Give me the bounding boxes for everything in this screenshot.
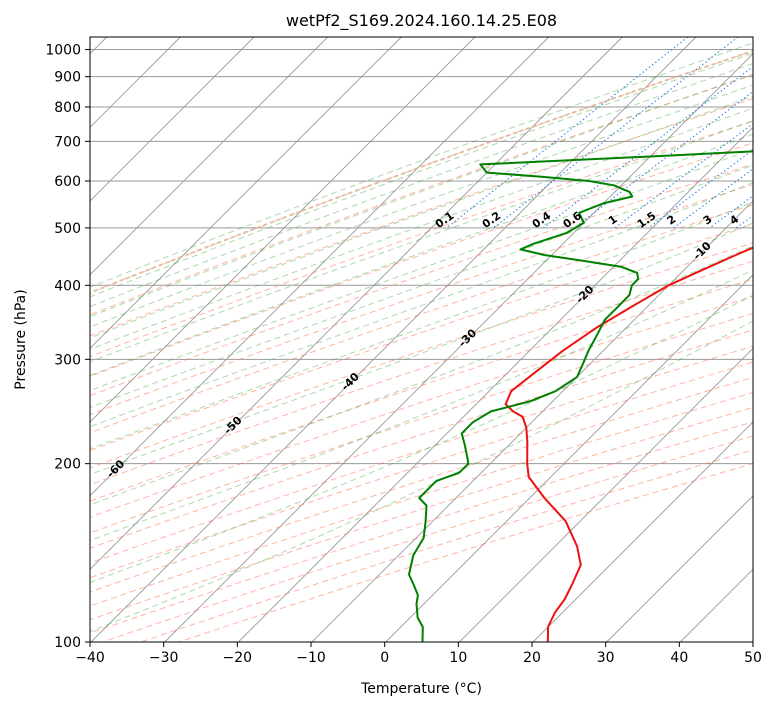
isotherm-line	[90, 37, 329, 276]
x-tick-label: 50	[744, 650, 762, 666]
moist-adiabat	[90, 84, 753, 328]
isotherm-line	[90, 37, 255, 202]
y-tick-label: 500	[54, 221, 81, 237]
moist-adiabat	[90, 269, 753, 542]
isotherm-line	[90, 37, 550, 497]
moist-adiabat	[90, 52, 753, 298]
dry-adiabat	[90, 184, 753, 416]
plot-background	[90, 37, 753, 642]
dry-adiabat	[90, 120, 753, 358]
isotherm-line	[606, 495, 753, 642]
y-axis-label: Pressure (hPa)	[13, 289, 29, 389]
isotherm-line	[754, 37, 775, 642]
dry-adiabat	[90, 97, 753, 337]
mixing-ratio-line	[573, 90, 753, 229]
y-tick-label: 800	[54, 100, 81, 116]
y-tick-label: 600	[54, 174, 81, 190]
plot-frame	[89, 36, 754, 643]
dry-adiabat	[102, 435, 753, 642]
y-axis-ticks: 100 200 300 400 500 600 700 800 900 1000	[45, 43, 90, 651]
isotherm-line	[90, 37, 697, 642]
x-tick-label: 40	[670, 650, 688, 666]
background-lines	[90, 37, 775, 642]
x-tick-label: −10	[296, 650, 326, 666]
x-axis-label: Temperature (°C)	[360, 681, 482, 697]
isotherm-line	[532, 421, 753, 642]
moist-adiabat	[90, 62, 753, 308]
y-tick-label: 200	[54, 457, 81, 473]
isotherm-line	[311, 200, 753, 642]
isotherm-line	[90, 37, 402, 350]
mixing-ratio-line	[543, 65, 753, 229]
moist-adiabat	[90, 201, 753, 450]
reference-adiabat	[90, 49, 753, 294]
x-tick-label: −30	[149, 650, 179, 666]
dry-adiabat	[90, 361, 753, 579]
dry-adiabat	[90, 163, 753, 397]
dewpoint-profile	[408, 150, 753, 642]
x-tick-label: −20	[223, 650, 253, 666]
isotherm-line	[164, 53, 753, 642]
moist-adiabat	[90, 120, 753, 363]
isotherm-line	[459, 347, 753, 642]
moist-adiabat	[90, 182, 753, 428]
x-tick-label: −40	[75, 650, 105, 666]
dry-adiabat	[90, 142, 753, 377]
mixing-ratio-line	[673, 168, 753, 229]
dry-adiabat	[140, 449, 753, 642]
y-tick-label: 300	[54, 352, 81, 368]
x-tick-label: 20	[523, 650, 541, 666]
isotherm-line	[90, 37, 623, 571]
isotherm-line	[90, 37, 476, 423]
y-tick-label: 700	[54, 134, 81, 150]
dry-adiabat	[178, 463, 753, 642]
moist-adiabat	[90, 133, 753, 377]
x-tick-label: 30	[597, 650, 615, 666]
y-tick-label: 900	[54, 70, 81, 86]
x-axis-ticks: −40 −30 −20 −10 0 10 20 30 40 50	[75, 642, 762, 666]
dry-adiabat	[90, 345, 753, 564]
mixing-ratio-line	[493, 37, 739, 229]
y-tick-label: 400	[54, 278, 81, 294]
moist-adiabat	[90, 164, 753, 408]
isotherm-line	[385, 274, 753, 642]
chart-title: wetPf2_S169.2024.160.14.25.E08	[286, 11, 557, 31]
y-tick-label: 100	[54, 635, 81, 651]
isotherm-line	[238, 126, 753, 642]
y-tick-label: 1000	[45, 43, 81, 59]
series-lines	[408, 150, 753, 642]
moist-adiabat	[90, 73, 753, 318]
dry-adiabat	[90, 329, 753, 549]
x-tick-label: 10	[449, 650, 467, 666]
x-tick-label: 0	[380, 650, 389, 666]
temperature-profile	[504, 246, 753, 642]
moist-adiabat	[90, 95, 753, 339]
